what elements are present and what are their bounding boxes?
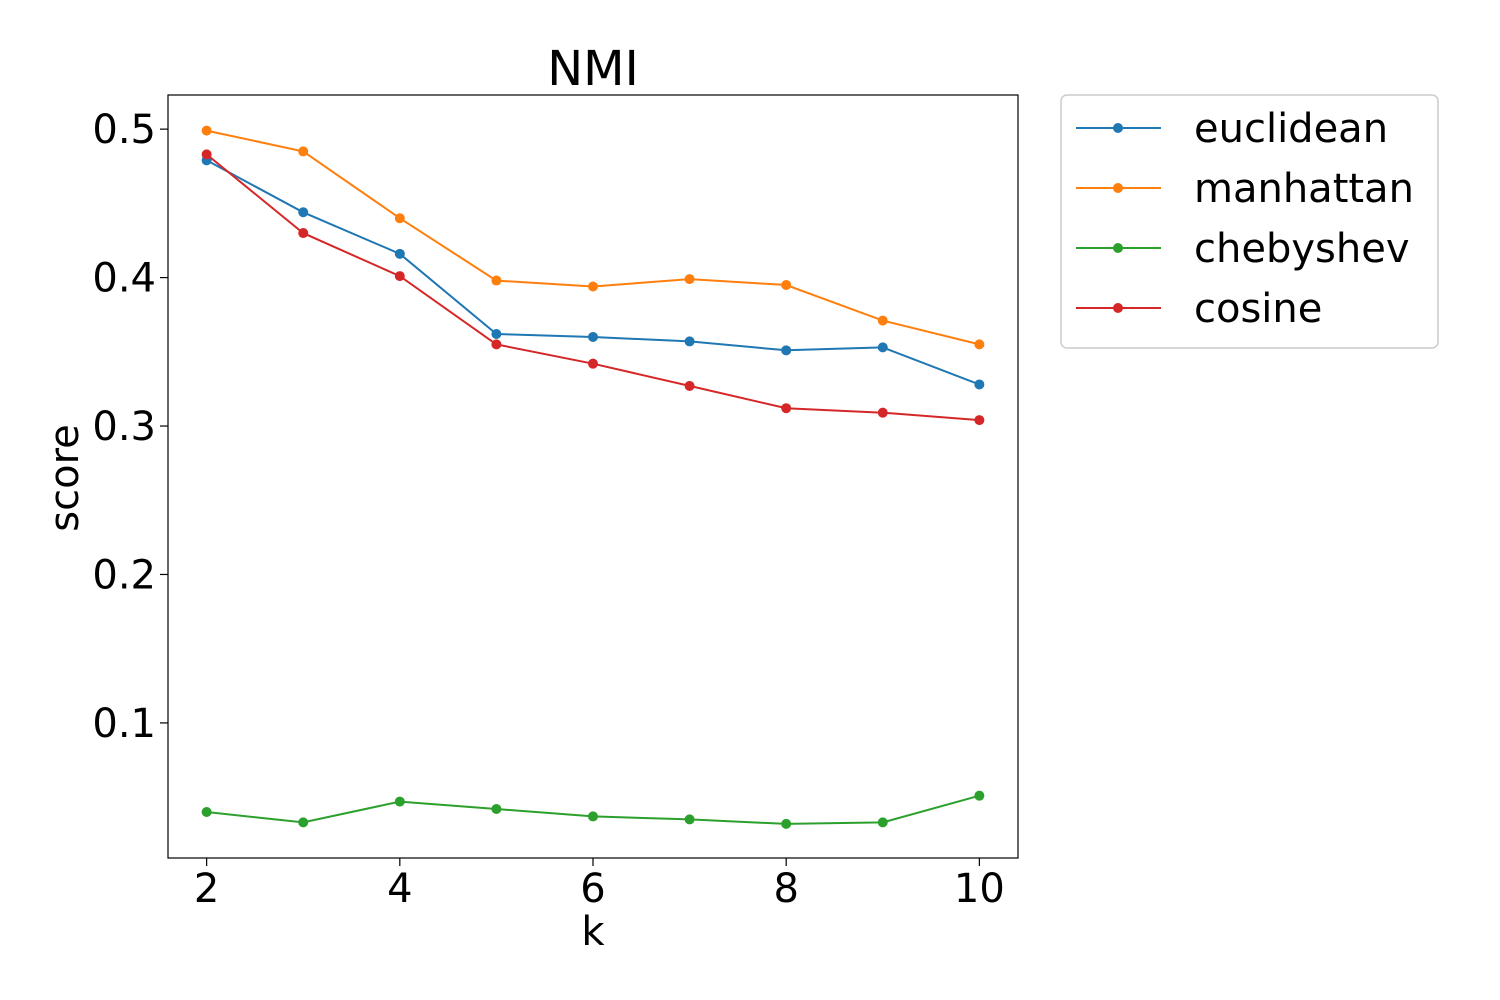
x-tick-label: 2 <box>194 866 219 912</box>
data-point <box>588 811 598 822</box>
legend-marker <box>1113 123 1123 133</box>
data-point <box>781 280 792 291</box>
legend-marker <box>1113 303 1123 313</box>
legend-label: cosine <box>1194 286 1322 332</box>
data-point <box>491 328 502 339</box>
data-point <box>201 125 212 136</box>
y-tick-label: 0.4 <box>92 256 156 302</box>
y-axis-ticks: 0.1 0.2 0.3 0.4 0.5 <box>92 107 168 747</box>
legend-item-cosine: cosine <box>1076 286 1322 332</box>
y-tick-label: 0.5 <box>92 107 156 153</box>
data-point <box>974 339 985 350</box>
series-cosine <box>201 149 985 426</box>
data-point <box>684 814 695 825</box>
data-point <box>588 281 598 292</box>
series-euclidean <box>201 155 985 390</box>
series-line-manhattan <box>206 129 980 346</box>
data-point <box>781 818 792 829</box>
legend-label: chebyshev <box>1194 226 1410 272</box>
series-chebyshev <box>201 790 985 829</box>
data-point <box>684 380 695 391</box>
legend-item-chebyshev: chebyshev <box>1076 226 1410 272</box>
x-tick-label: 6 <box>580 866 605 912</box>
data-point <box>588 358 598 369</box>
series-manhattan <box>201 125 985 350</box>
data-point <box>491 804 502 815</box>
x-axis-label: k <box>581 909 605 955</box>
data-point <box>394 213 405 224</box>
y-tick-label: 0.3 <box>92 404 156 450</box>
data-point <box>298 146 309 157</box>
x-tick-label: 4 <box>387 866 412 912</box>
legend-marker <box>1113 243 1123 253</box>
legend-label: manhattan <box>1194 166 1414 212</box>
data-point <box>877 342 888 353</box>
data-point <box>877 315 888 326</box>
data-point <box>974 415 985 426</box>
data-point <box>201 149 212 160</box>
plot-frame <box>167 94 1019 859</box>
y-tick-label: 0.1 <box>92 701 156 747</box>
legend-item-euclidean: euclidean <box>1076 106 1388 152</box>
data-point <box>394 248 405 259</box>
data-point <box>394 271 405 282</box>
data-point <box>974 790 985 801</box>
data-point <box>877 817 888 828</box>
data-point <box>877 407 888 418</box>
data-point <box>394 796 405 807</box>
data-point <box>491 275 502 286</box>
legend: euclidean manhattan chebyshev cosine <box>1060 94 1439 349</box>
data-point <box>491 339 502 350</box>
x-axis-ticks: 2 4 6 8 10 <box>194 858 1005 912</box>
data-point <box>684 336 695 347</box>
legend-label: euclidean <box>1194 106 1388 152</box>
data-point <box>298 207 309 218</box>
data-point <box>684 274 695 285</box>
data-point <box>201 806 212 817</box>
data-point <box>588 331 598 342</box>
legend-item-manhattan: manhattan <box>1076 166 1414 212</box>
data-point <box>298 228 309 239</box>
legend-frame <box>1060 94 1439 349</box>
x-tick-label: 8 <box>773 866 798 912</box>
data-point <box>781 345 792 356</box>
data-point <box>781 403 792 414</box>
y-tick-label: 0.2 <box>92 552 156 598</box>
series-line-euclidean <box>206 159 980 386</box>
chart-title: NMI <box>547 41 638 97</box>
data-point <box>298 817 309 828</box>
legend-marker <box>1113 183 1123 193</box>
x-tick-label: 10 <box>954 866 1005 912</box>
data-point <box>974 379 985 390</box>
y-axis-label: score <box>42 424 88 531</box>
